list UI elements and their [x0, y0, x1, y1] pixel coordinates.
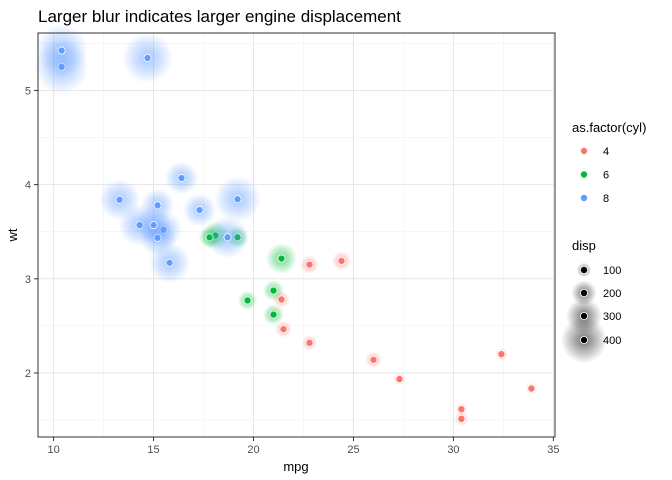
- chart-title: Larger blur indicates larger engine disp…: [38, 7, 401, 26]
- data-point: [165, 258, 174, 267]
- data-point: [143, 53, 152, 62]
- data-point: [527, 384, 536, 393]
- color-legend-key: [580, 170, 589, 179]
- data-point: [457, 405, 466, 414]
- size-legend-key: [580, 288, 589, 297]
- data-point: [277, 254, 286, 263]
- size-legend-label: 300: [603, 311, 621, 323]
- x-tick-label: 35: [547, 444, 559, 456]
- data-point: [57, 46, 66, 55]
- size-legend-key: [580, 265, 589, 274]
- plot-panel: [38, 33, 555, 437]
- color-legend-label: 4: [603, 146, 609, 158]
- data-point: [223, 233, 232, 242]
- data-point: [457, 414, 466, 423]
- x-tick-label: 20: [247, 444, 259, 456]
- data-point: [369, 355, 378, 364]
- data-point: [305, 260, 314, 269]
- data-point: [149, 221, 158, 230]
- size-legend: disp 100 200 300 400: [560, 238, 621, 364]
- size-legend-label: 400: [603, 335, 621, 347]
- x-axis-label: mpg: [283, 459, 308, 474]
- data-point: [305, 338, 314, 347]
- plot-border: [37, 32, 556, 438]
- data-point: [497, 350, 506, 359]
- data-point: [395, 375, 404, 384]
- data-point: [115, 195, 124, 204]
- color-legend-key: [580, 146, 589, 155]
- color-legend-label: 8: [603, 193, 609, 205]
- data-point: [195, 206, 204, 215]
- data-point: [337, 256, 346, 265]
- data-point: [177, 174, 186, 183]
- color-legend-key: [580, 193, 589, 202]
- data-point: [269, 310, 278, 319]
- x-axis-ticks: 10 15 20 25 30 35: [47, 437, 560, 456]
- size-legend-key: [580, 335, 589, 344]
- data-point: [233, 195, 242, 204]
- y-tick-label: 4: [25, 180, 31, 192]
- size-legend-label: 100: [603, 265, 621, 277]
- y-tick-label: 5: [25, 85, 31, 97]
- x-tick-label: 15: [147, 444, 159, 456]
- color-legend: as.factor(cyl) 4 6 8: [572, 120, 646, 205]
- data-point: [269, 286, 278, 295]
- grid-lines: [38, 33, 555, 437]
- y-axis-ticks: 2 3 4 5: [25, 85, 38, 380]
- y-tick-label: 3: [25, 274, 31, 286]
- size-legend-title: disp: [572, 238, 596, 253]
- data-point: [243, 296, 252, 305]
- size-legend-label: 200: [603, 288, 621, 300]
- x-tick-label: 10: [47, 444, 59, 456]
- color-legend-title: as.factor(cyl): [572, 120, 646, 135]
- y-axis-label: wt: [5, 228, 20, 242]
- data-points: [34, 24, 538, 426]
- y-tick-label: 2: [25, 368, 31, 380]
- color-legend-label: 6: [603, 170, 609, 182]
- x-tick-label: 25: [347, 444, 359, 456]
- data-point: [279, 325, 288, 334]
- x-tick-label: 30: [447, 444, 459, 456]
